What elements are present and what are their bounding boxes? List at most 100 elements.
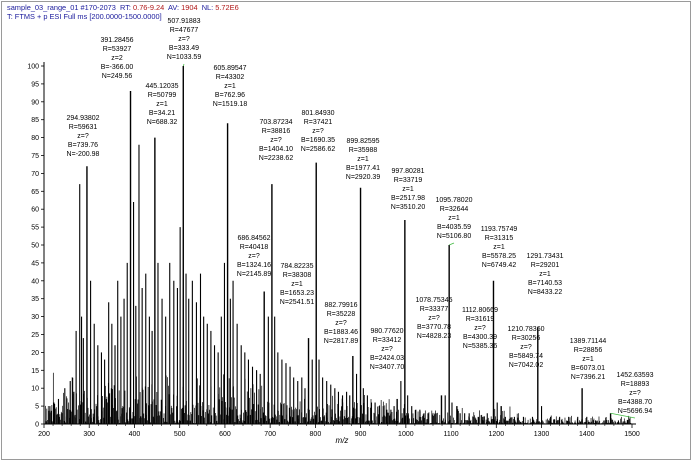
peak-mz-label: 1389.71144 xyxy=(570,338,607,345)
x-tick-label: 1000 xyxy=(398,431,414,438)
peak-annotation-text: R=33412 xyxy=(373,337,402,344)
x-tick-label: 400 xyxy=(129,431,141,438)
peak-annotation-text: R=37421 xyxy=(304,119,333,126)
x-tick-label: 1400 xyxy=(579,431,595,438)
y-tick-label: 45 xyxy=(31,260,39,267)
peak-annotation-text: N=1033.59 xyxy=(167,54,202,61)
peak-annotation-text: B=1653.23 xyxy=(280,290,314,297)
y-tick-label: 75 xyxy=(31,153,39,160)
peak-annotation-text: B=2517.98 xyxy=(391,195,425,202)
peak-mz-label: 1095.78020 xyxy=(436,197,473,204)
peak-annotation-text: B=1883.46 xyxy=(324,329,358,336)
peak-annotation-text: N=5696.94 xyxy=(618,408,653,415)
peak-annotation-text: B=-366.00 xyxy=(101,64,134,71)
peak-annotation-text: B=1690.35 xyxy=(301,137,335,144)
peak-mz-label: 882.79916 xyxy=(324,302,357,309)
peak-annotation-text: B=333.49 xyxy=(169,45,199,52)
nl-label: NL: xyxy=(201,3,214,12)
peak-annotation-text: N=8433.22 xyxy=(528,289,563,296)
y-tick-label: 25 xyxy=(31,332,39,339)
peak-annotation-text: N=5385.36 xyxy=(463,343,498,350)
y-tick-label: 90 xyxy=(31,99,39,106)
av-value: 1904 xyxy=(181,3,198,12)
x-tick-label: 800 xyxy=(310,431,322,438)
x-tick-label: 300 xyxy=(83,431,95,438)
x-tick-label: 900 xyxy=(355,431,367,438)
peak-annotation-text: N=5106.80 xyxy=(437,233,472,240)
peak-mz-label: 391.28456 xyxy=(100,37,133,44)
peak-annotation-text: z=1 xyxy=(493,244,505,251)
peak-annotation-text: R=38308 xyxy=(283,272,312,279)
peak-annotation-text: B=6073.01 xyxy=(571,365,605,372)
peak-annotation-text: R=47677 xyxy=(170,27,199,34)
x-tick-label: 700 xyxy=(264,431,276,438)
peak-annotation-text: B=1404.10 xyxy=(259,146,293,153)
peak-mz-label: 997.80281 xyxy=(391,168,424,175)
peak-mz-label: 686.84562 xyxy=(237,235,270,242)
peak-annotation-text: R=40418 xyxy=(240,244,269,251)
peak-mz-label: 1452.63593 xyxy=(617,372,654,379)
peak-annotation-text: R=30256 xyxy=(512,335,541,342)
peak-annotation-text: z=? xyxy=(474,325,486,332)
x-tick-label: 200 xyxy=(38,431,50,438)
peak-mz-label: 1112.80669 xyxy=(462,307,498,314)
peak-annotation-text: R=38816 xyxy=(262,128,291,135)
y-tick-label: 20 xyxy=(31,350,39,357)
peak-annotation-text: B=4035.59 xyxy=(437,224,471,231)
x-tick-label: 1500 xyxy=(624,431,640,438)
peak-annotation-text: B=5849.74 xyxy=(509,353,543,360)
peak-mz-label: 507.91883 xyxy=(167,18,200,25)
peak-annotation-text: z=? xyxy=(335,320,347,327)
av-label: AV: xyxy=(167,3,180,12)
y-tick-label: 30 xyxy=(31,314,39,321)
peak-annotation-text: B=4300.39 xyxy=(463,334,497,341)
peak-annotation-text: N=2238.62 xyxy=(259,155,294,162)
peak-layer xyxy=(45,66,632,424)
x-tick-label: 500 xyxy=(174,431,186,438)
x-tick-label: 600 xyxy=(219,431,231,438)
peak-annotation-text: z=? xyxy=(520,344,532,351)
peak-annotation-text: N=6749.42 xyxy=(482,262,517,269)
scan-header-line1: sample_03_range_01 #170-2073 RT: 0.76-9.… xyxy=(7,3,239,12)
y-tick-label: 70 xyxy=(31,171,39,178)
peak-mz-label: 605.89547 xyxy=(213,65,246,72)
peak-annotation-text: B=3770.78 xyxy=(417,324,451,331)
peak-annotation-text: z=1 xyxy=(582,356,594,363)
peak-annotation-text: N=7042.02 xyxy=(509,362,544,369)
peak-annotation-text: B=1324.16 xyxy=(237,262,271,269)
peak-annotation-text: B=739.76 xyxy=(68,142,98,149)
peak-annotation-text: R=28856 xyxy=(574,347,603,354)
peak-annotation-text: z=? xyxy=(381,346,393,353)
peak-annotation-text: N=7396.21 xyxy=(571,374,606,381)
x-axis-label: m/z xyxy=(336,436,349,445)
peak-annotation-text: z=? xyxy=(178,36,190,43)
rt-label: RT: xyxy=(120,3,131,12)
y-tick-label: 55 xyxy=(31,225,39,232)
peak-annotation-text: N=2920.39 xyxy=(346,174,381,181)
peak-annotation-text: z=? xyxy=(77,133,89,140)
peak-mz-label: 1291.73431 xyxy=(527,253,564,260)
y-tick-label: 65 xyxy=(31,189,39,196)
peak-annotation-text: z=? xyxy=(428,315,440,322)
peak-annotation-text: R=50799 xyxy=(148,92,177,99)
peak-annotation-text: R=35988 xyxy=(349,147,378,154)
peak-annotation-text: z=1 xyxy=(402,186,414,193)
peak-annotation-text: B=762.96 xyxy=(215,92,245,99)
peak-mz-label: 294.93802 xyxy=(66,115,99,122)
y-tick-label: 85 xyxy=(31,117,39,124)
y-tick-label: 15 xyxy=(31,368,39,375)
peak-annotation-text: R=33377 xyxy=(420,306,449,313)
peak-annotation-text: N=249.56 xyxy=(102,73,133,80)
peak-mz-label: 980.77620 xyxy=(370,328,403,335)
peak-mz-label: 1078.75345 xyxy=(416,297,453,304)
peak-mz-label: 801.84930 xyxy=(301,110,334,117)
y-axis: 0 5 10 15 20 25 30 35 40 45 50 55 60 65 70 75 80 85 90 95 10… xyxy=(27,62,45,429)
peak-annotation-text: R=32644 xyxy=(440,206,469,213)
rt-value: 0.76-9.24 xyxy=(133,3,165,12)
peak-annotation-text: R=29201 xyxy=(531,262,560,269)
peak-mz-label: 1210.78360 xyxy=(508,326,545,333)
peak-annotation-text: z=? xyxy=(312,128,324,135)
peak-annotation-text: B=7140.53 xyxy=(528,280,562,287)
y-tick-label: 5 xyxy=(35,404,39,411)
peak-annotation-text: N=688.32 xyxy=(147,119,178,126)
